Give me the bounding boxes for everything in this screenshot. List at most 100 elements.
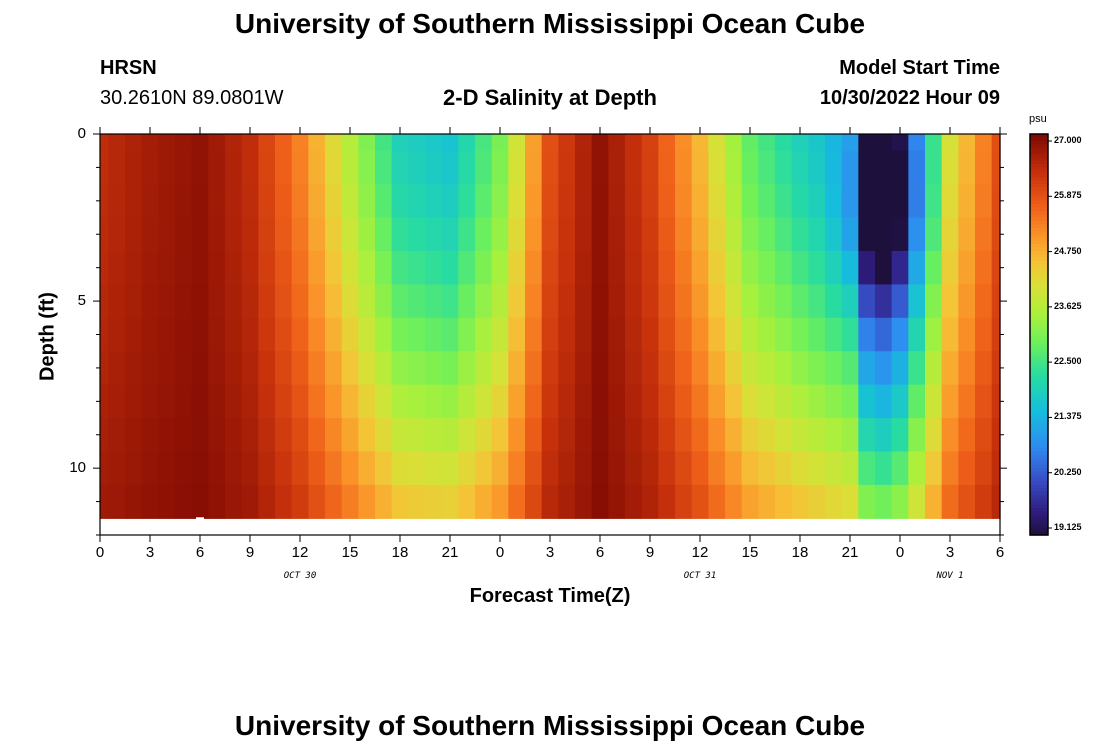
heatmap-cell (408, 134, 426, 152)
heatmap-cell (825, 418, 843, 453)
heatmap-cell (175, 250, 193, 285)
colorbar-swatch (1030, 230, 1048, 235)
heatmap-cell (425, 451, 443, 486)
heatmap-cell (275, 284, 293, 319)
heatmap-cell (891, 351, 909, 386)
heatmap-cell (991, 451, 1001, 486)
heatmap-cell (391, 217, 409, 252)
heatmap-cell (141, 351, 159, 386)
heatmap-cell (991, 184, 1001, 219)
heatmap-cell (158, 351, 176, 386)
heatmap-cell (141, 418, 159, 453)
heatmap-cell (391, 451, 409, 486)
heatmap-cell (441, 250, 459, 285)
colorbar-swatch (1030, 177, 1048, 182)
heatmap-cell (158, 418, 176, 453)
heatmap-cell (191, 484, 209, 519)
heatmap-cell (275, 484, 293, 519)
colorbar-swatch (1030, 404, 1048, 409)
heatmap-cell (125, 484, 143, 519)
heatmap-cell (891, 317, 909, 352)
heatmap-cell (375, 451, 393, 486)
heatmap-cell (341, 317, 359, 352)
x-tick-label: 15 (341, 544, 359, 561)
heatmap-cell (241, 217, 259, 252)
colorbar-swatch (1030, 511, 1048, 516)
heatmap-cell (441, 284, 459, 319)
heatmap-cell (991, 284, 1001, 319)
heatmap-cell (725, 384, 743, 419)
heatmap-cell (458, 384, 476, 419)
heatmap-cell (425, 250, 443, 285)
heatmap-cell (291, 384, 309, 419)
heatmap-cell (375, 351, 393, 386)
heatmap-cell (158, 284, 176, 319)
colorbar-swatch (1030, 414, 1048, 419)
heatmap-cell (275, 418, 293, 453)
heatmap-cell (558, 418, 576, 453)
heatmap-cell (525, 250, 543, 285)
heatmap-cell (975, 184, 993, 219)
heatmap-cell (541, 451, 559, 486)
heatmap-cell (408, 150, 426, 185)
heatmap-cell (791, 150, 809, 185)
footer-title: University of Southern Mississippi Ocean… (234, 710, 866, 741)
heatmap-cell (191, 134, 209, 152)
heatmap-cell (475, 217, 493, 252)
heatmap-cell (925, 384, 943, 419)
heatmap-cell (408, 418, 426, 453)
heatmap-cell (908, 250, 926, 285)
heatmap-cell (908, 351, 926, 386)
heatmap-cell (158, 484, 176, 519)
heatmap-cell (958, 418, 976, 453)
heatmap-cell (108, 284, 126, 319)
colorbar-cells (1030, 134, 1048, 536)
heatmap-cell (558, 217, 576, 252)
heatmap-cell (341, 284, 359, 319)
colorbar-swatch (1030, 327, 1048, 332)
heatmap-cell (100, 484, 109, 519)
heatmap-cell (325, 217, 343, 252)
colorbar-swatch (1030, 508, 1048, 513)
heatmap-cell (908, 284, 926, 319)
heatmap-cell (441, 351, 459, 386)
heatmap-cell (425, 418, 443, 453)
heatmap-cell (925, 284, 943, 319)
heatmap-cell (241, 184, 259, 219)
heatmap-cell (125, 217, 143, 252)
heatmap-cell (758, 250, 776, 285)
heatmap-cell (641, 217, 659, 252)
heatmap-cell (858, 184, 876, 219)
heatmap-cell (125, 284, 143, 319)
heatmap-cell (875, 384, 893, 419)
heatmap-cell (391, 317, 409, 352)
heatmap-cell (758, 418, 776, 453)
heatmap-cell (925, 250, 943, 285)
heatmap-cell (975, 418, 993, 453)
heatmap-cell (308, 250, 326, 285)
colorbar-swatch (1030, 294, 1048, 299)
colorbar-tick-label: 20.250 (1054, 466, 1082, 477)
heatmap-cell (691, 134, 709, 152)
heatmap-cell (358, 134, 376, 152)
colorbar-swatch (1030, 324, 1048, 329)
heatmap-cell (858, 150, 876, 185)
heatmap-cell (675, 484, 693, 519)
heatmap-cell (875, 451, 893, 486)
colorbar-unit: psu (1029, 113, 1047, 125)
heatmap-cell (441, 317, 459, 352)
heatmap-cell (341, 484, 359, 519)
heatmap-cell (508, 134, 526, 152)
heatmap-cell (791, 484, 809, 519)
heatmap-cell (258, 384, 276, 419)
heatmap-cell (141, 184, 159, 219)
heatmap-cell (525, 150, 543, 185)
heatmap-cell (291, 317, 309, 352)
heatmap-cell (841, 150, 859, 185)
heatmap-cell (491, 150, 509, 185)
heatmap-cell (541, 284, 559, 319)
colorbar-swatch (1030, 304, 1048, 309)
heatmap-cell (325, 351, 343, 386)
x-tick-label: 0 (495, 544, 505, 561)
heatmap-cell (591, 451, 609, 486)
